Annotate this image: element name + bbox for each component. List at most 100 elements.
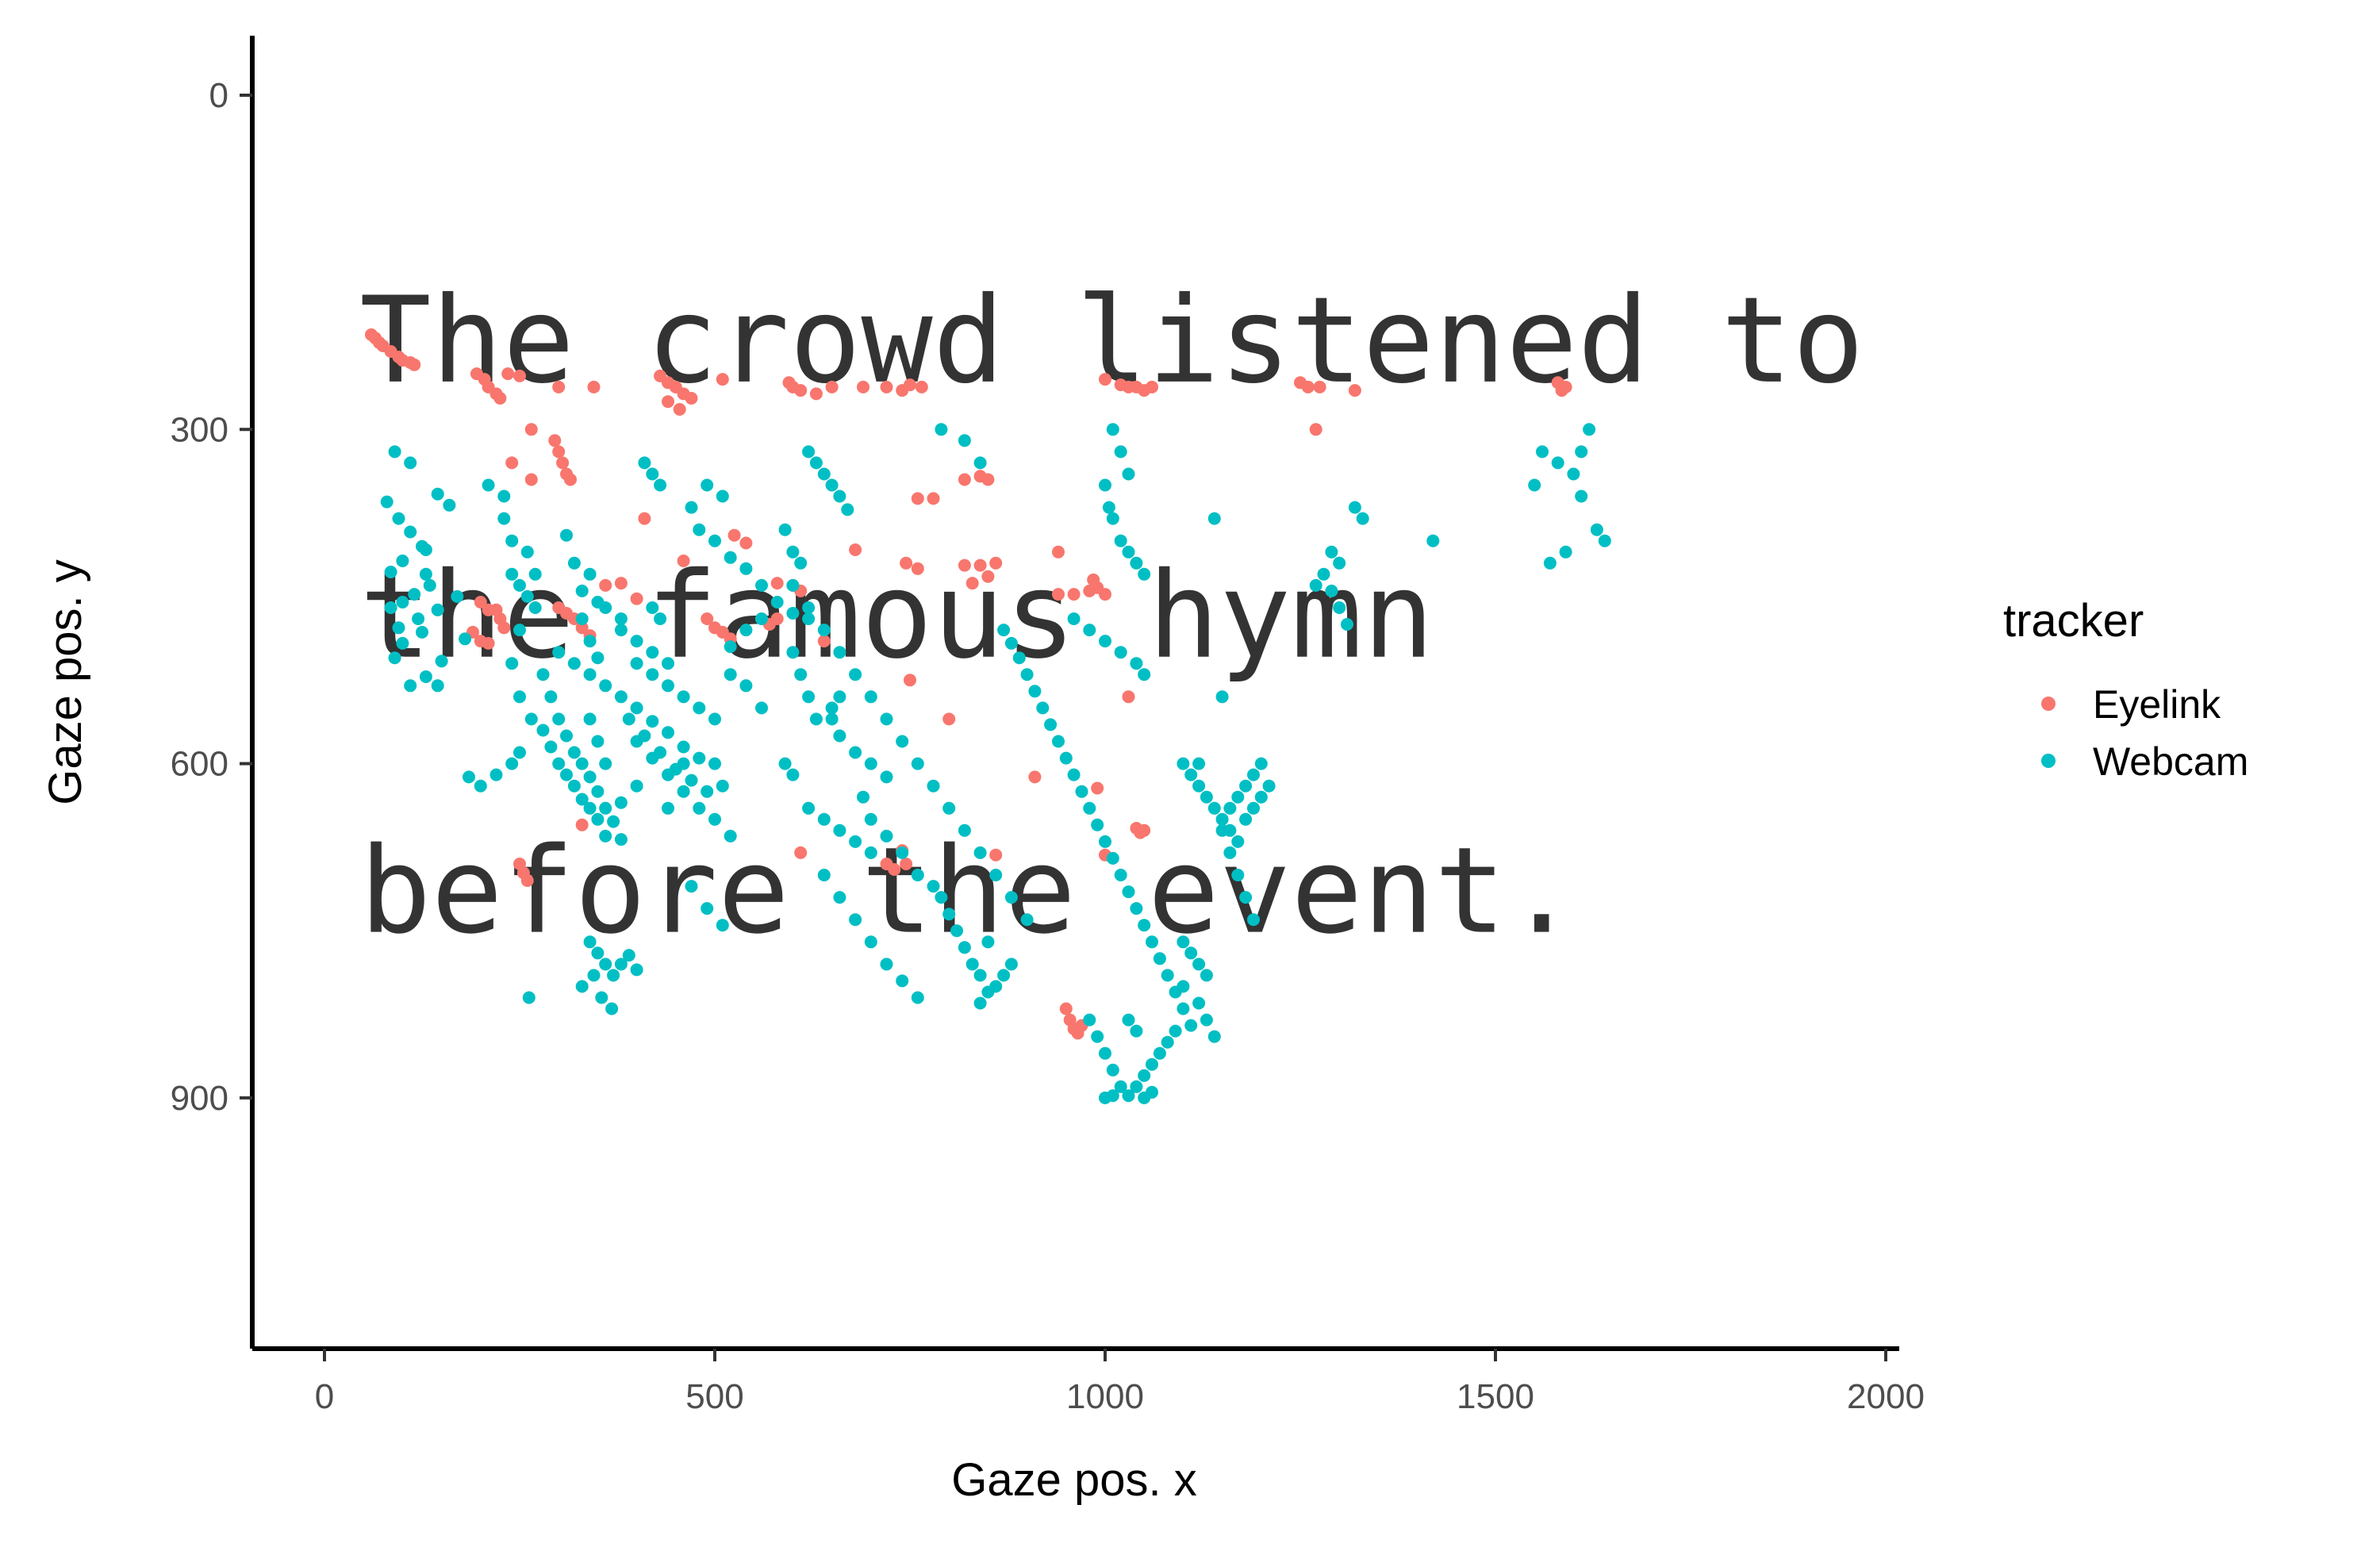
point-webcam (1543, 556, 1557, 570)
point-webcam (1114, 646, 1127, 659)
point-eyelink (474, 596, 487, 608)
point-webcam (1200, 1013, 1213, 1027)
point-webcam (864, 812, 877, 826)
point-eyelink (614, 577, 628, 590)
point-webcam (575, 757, 589, 770)
point-webcam (505, 757, 519, 770)
point-webcam (654, 612, 667, 625)
y-axis-title: Gaze pos. y (40, 559, 91, 804)
point-webcam (605, 1002, 619, 1015)
point-webcam (1114, 869, 1127, 881)
x-axis-title: Gaze pos. x (951, 1454, 1196, 1506)
point-eyelink (1309, 423, 1322, 436)
point-eyelink (857, 380, 869, 393)
point-webcam (528, 601, 542, 614)
point-webcam (583, 801, 597, 815)
point-eyelink (505, 456, 519, 470)
point-webcam (384, 566, 397, 578)
point-webcam (849, 913, 862, 927)
point-webcam (599, 679, 612, 693)
point-webcam (392, 621, 405, 635)
data-points (365, 328, 1611, 1104)
point-webcam (693, 801, 706, 815)
point-webcam (1004, 958, 1018, 971)
point-webcam (817, 624, 831, 637)
point-eyelink (1099, 373, 1111, 386)
point-webcam (1036, 701, 1050, 715)
point-webcam (435, 654, 448, 668)
point-webcam (817, 869, 831, 881)
point-eyelink (739, 536, 753, 550)
point-webcam (770, 596, 784, 608)
point-eyelink (981, 570, 995, 583)
point-eyelink (981, 473, 995, 486)
point-webcam (880, 958, 893, 971)
point-webcam (911, 757, 924, 770)
point-webcam (404, 679, 417, 693)
point-eyelink (1146, 380, 1158, 393)
point-webcam (896, 846, 909, 859)
point-webcam (662, 801, 674, 815)
point-webcam (646, 601, 659, 614)
point-eyelink (662, 395, 674, 409)
point-webcam (739, 679, 753, 693)
point-webcam (739, 624, 753, 637)
point-webcam (1169, 1024, 1182, 1038)
point-webcam (1207, 801, 1221, 815)
point-eyelink (794, 384, 808, 397)
point-webcam (583, 567, 597, 581)
point-webcam (1004, 636, 1018, 650)
point-webcam (794, 556, 808, 570)
point-webcam (1559, 545, 1572, 559)
y-tick-label: 900 (171, 1079, 228, 1118)
point-webcam (716, 489, 729, 503)
stimulus-line-2: the famous hymn (359, 547, 1434, 685)
point-eyelink (408, 358, 421, 371)
point-eyelink (942, 712, 956, 726)
x-tick-label: 2000 (1847, 1377, 1925, 1416)
point-webcam (1122, 467, 1135, 481)
point-webcam (1106, 512, 1119, 525)
point-eyelink (1052, 545, 1065, 559)
point-webcam (599, 958, 612, 971)
point-webcam (1536, 445, 1549, 459)
point-webcam (1130, 1080, 1143, 1093)
point-webcam (965, 958, 979, 971)
point-webcam (1083, 801, 1096, 815)
point-eyelink (575, 621, 589, 635)
point-eyelink (552, 445, 566, 459)
point-webcam (825, 712, 839, 726)
point-webcam (786, 545, 800, 559)
point-webcam (1020, 913, 1034, 927)
point-webcam (1020, 668, 1034, 681)
point-webcam (1192, 958, 1206, 971)
point-webcam (552, 757, 566, 770)
point-webcam (614, 958, 628, 971)
point-webcam (662, 679, 674, 693)
point-webcam (1106, 423, 1119, 436)
point-webcam (1247, 768, 1260, 781)
point-webcam (942, 801, 956, 815)
point-webcam (451, 589, 464, 603)
point-webcam (1075, 785, 1088, 798)
point-eyelink (973, 559, 987, 572)
point-webcam (1341, 618, 1353, 631)
point-webcam (701, 478, 714, 492)
point-webcam (1184, 946, 1198, 960)
point-webcam (622, 712, 635, 726)
point-webcam (1130, 902, 1143, 916)
point-eyelink (904, 674, 916, 687)
point-webcam (459, 632, 472, 646)
point-webcam (1130, 556, 1143, 570)
point-webcam (880, 770, 893, 784)
y-tick-label: 300 (171, 410, 228, 449)
point-eyelink (849, 543, 862, 556)
point-eyelink (1083, 584, 1096, 597)
point-webcam (513, 624, 526, 637)
point-webcam (716, 779, 729, 793)
point-webcam (864, 846, 877, 859)
point-webcam (1106, 1089, 1119, 1103)
point-eyelink (497, 621, 511, 635)
point-eyelink (501, 367, 515, 381)
